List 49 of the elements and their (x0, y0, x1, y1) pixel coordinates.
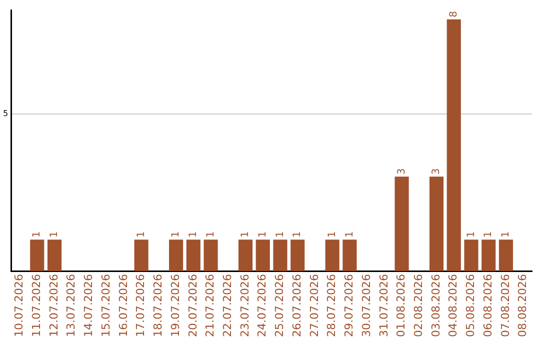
x-tick-label: 25.07.2026 (273, 274, 286, 338)
data-label: 1 (344, 231, 356, 238)
data-label: 1 (136, 231, 147, 238)
x-tick-label: 31.07.2026 (377, 274, 390, 338)
data-label: 1 (292, 231, 304, 238)
x-tick-label: 24.07.2026 (256, 274, 269, 338)
data-label: 1 (274, 231, 286, 238)
x-tick-label: 04.08.2026 (446, 274, 460, 338)
x-tick-label: 19.07.2026 (168, 274, 182, 338)
x-tick-label: 15.07.2026 (99, 274, 112, 338)
x-tick-label: 05.08.2026 (464, 274, 478, 338)
data-label: 1 (257, 231, 268, 238)
x-tick-label: 23.07.2026 (238, 274, 252, 338)
x-tick-label: 27.07.2026 (308, 274, 321, 338)
data-label: 1 (500, 231, 512, 238)
x-tick-label: 06.08.2026 (481, 274, 494, 338)
x-tick-label: 29.07.2026 (342, 274, 356, 338)
x-tick-label: 26.07.2026 (290, 274, 304, 338)
x-tick-label: 12.07.2026 (47, 274, 60, 338)
x-tick-label: 10.07.2026 (12, 274, 26, 338)
x-tick-label: 01.08.2026 (394, 274, 408, 338)
x-tick-label: 16.07.2026 (116, 274, 130, 338)
x-tick-label: 20.07.2026 (186, 274, 200, 338)
data-label: 1 (32, 231, 43, 238)
data-label: 1 (483, 231, 494, 238)
data-label: 1 (326, 231, 338, 238)
x-tick-label: 22.07.2026 (220, 274, 234, 338)
x-tick-label: 28.07.2026 (325, 274, 338, 338)
data-label: 1 (188, 231, 199, 238)
data-label: 3 (431, 168, 442, 175)
x-tick-label: 03.08.2026 (429, 274, 442, 338)
x-tick-label: 02.08.2026 (412, 274, 425, 338)
x-tick-label: 13.07.2026 (64, 274, 78, 338)
data-label: 1 (240, 231, 252, 238)
y-tick-label: 5 (2, 108, 8, 118)
data-label: 1 (466, 231, 477, 238)
x-tick-label: 11.07.2026 (30, 274, 43, 338)
data-label: 1 (205, 231, 216, 238)
x-tick-label: 30.07.2026 (360, 274, 373, 338)
data-label: 3 (396, 168, 408, 175)
x-tick-label: 18.07.2026 (152, 274, 165, 338)
x-tick-label: 14.07.2026 (82, 274, 96, 338)
x-tick-label: 07.08.2026 (498, 274, 512, 338)
data-label: 8 (448, 11, 460, 18)
x-tick-label: 21.07.2026 (204, 274, 217, 338)
x-tick-label: 17.07.2026 (134, 274, 148, 338)
data-label: 1 (170, 231, 182, 238)
x-tick-label: 08.08.2026 (516, 274, 530, 338)
data-label: 1 (49, 231, 60, 238)
